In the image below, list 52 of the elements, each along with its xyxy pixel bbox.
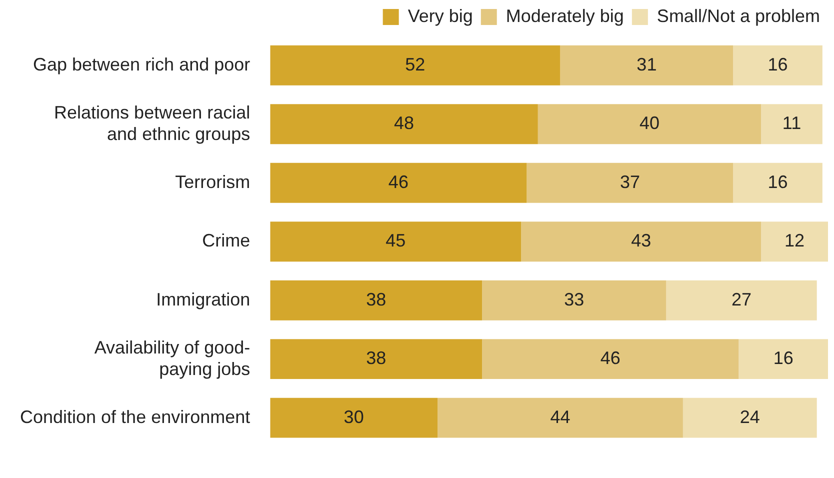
y-tick-label: Relations between racial and ethnic groups xyxy=(54,102,250,144)
legend-label: Moderately big xyxy=(506,6,624,26)
bar xyxy=(526,162,734,203)
data-label: 52 xyxy=(405,54,426,74)
data-label: 27 xyxy=(732,289,752,310)
y-tick-label: Availability of good- paying jobs xyxy=(94,337,250,379)
data-label: 48 xyxy=(394,113,414,134)
bar xyxy=(761,104,822,144)
bar xyxy=(538,104,762,144)
bar xyxy=(270,222,522,262)
bar xyxy=(738,339,828,380)
data-label: 37 xyxy=(620,172,640,192)
y-tick-label: Crime xyxy=(202,230,250,251)
data-label: 24 xyxy=(740,406,760,427)
y-tick-label: Terrorism xyxy=(175,172,250,192)
bar xyxy=(666,280,817,320)
bar xyxy=(482,280,666,320)
legend-label: Small/Not a problem xyxy=(656,6,820,26)
data-label: 12 xyxy=(784,230,805,251)
data-label: 30 xyxy=(344,406,364,427)
data-label: 16 xyxy=(768,172,788,192)
bar xyxy=(482,339,739,380)
data-label: 45 xyxy=(386,230,406,251)
bar xyxy=(270,104,538,144)
data-label: 46 xyxy=(600,348,620,368)
data-label: 33 xyxy=(564,289,584,310)
bar xyxy=(270,339,482,380)
data-label: 16 xyxy=(768,54,788,74)
data-label: 31 xyxy=(636,54,657,74)
legend-label: Very big xyxy=(408,6,473,26)
bar xyxy=(733,162,822,203)
bar xyxy=(270,280,482,320)
bar xyxy=(521,222,762,262)
bar xyxy=(270,45,560,86)
data-label: 11 xyxy=(782,113,802,134)
y-tick-label: Gap between rich and poor xyxy=(32,54,250,74)
bar xyxy=(270,162,527,203)
data-label: 46 xyxy=(388,172,408,192)
data-label: 44 xyxy=(550,406,570,427)
data-label: 38 xyxy=(366,289,386,310)
bar xyxy=(560,45,734,86)
y-tick-label: Immigration xyxy=(156,289,250,310)
bar xyxy=(733,45,822,86)
data-label: 38 xyxy=(366,348,386,368)
bar xyxy=(270,398,438,438)
bar xyxy=(438,398,683,438)
y-tick-label: Condition of the environment xyxy=(20,406,250,427)
data-label: 16 xyxy=(773,348,794,368)
data-label: 40 xyxy=(639,113,660,134)
data-label: 43 xyxy=(631,230,652,251)
bar xyxy=(682,398,817,438)
bar xyxy=(761,222,828,262)
